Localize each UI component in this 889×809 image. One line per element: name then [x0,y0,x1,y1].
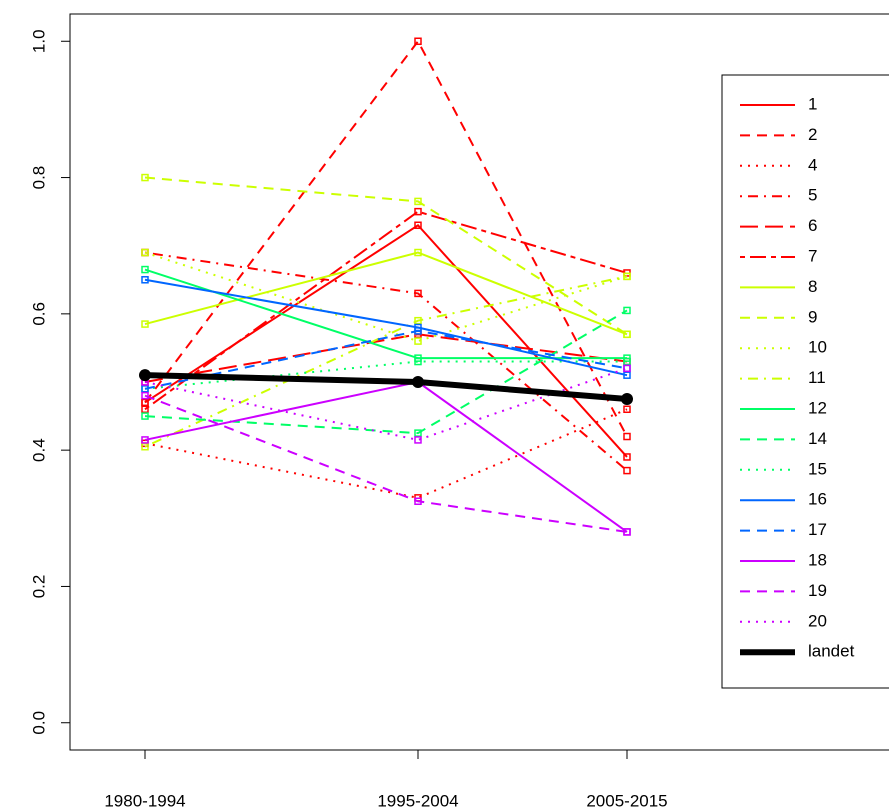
point [414,357,422,366]
y-tick-label: 0.0 [29,711,48,735]
legend-label: 5 [808,186,817,205]
legend-label: 7 [808,246,817,265]
point [414,289,422,298]
point [141,405,149,414]
point [414,436,422,444]
point [141,398,149,407]
point [141,248,149,257]
point [414,337,422,345]
point [623,306,631,315]
point [414,248,422,257]
point [412,376,424,388]
series-line [144,251,628,472]
point [141,385,149,393]
legend-label: 17 [808,520,827,539]
y-tick-label: 0.6 [29,302,48,326]
legend-label: 15 [808,459,827,478]
series-line [144,309,628,435]
legend-label: 2 [808,125,817,144]
legend-label: 12 [808,398,827,417]
point [623,364,631,373]
series-line [144,275,628,448]
point [623,528,631,536]
y-tick-label: 0.8 [29,166,48,190]
series-line [144,251,628,336]
series-line [144,394,628,533]
point [623,330,631,339]
legend-label: 11 [808,368,826,387]
point [621,393,633,406]
point [414,316,422,325]
point [141,412,149,420]
legend-box [721,74,889,689]
point [623,432,631,441]
series-line [144,329,628,390]
legend-label: 20 [808,611,827,630]
point [414,327,422,335]
point [139,369,151,382]
series-line [144,278,628,377]
x-tick-label: 2005-2015 [586,791,667,809]
x-tick-label: 1980-1994 [104,791,185,809]
point [414,429,422,437]
point [141,442,149,451]
series-line [144,268,627,360]
series-line [144,372,628,403]
legend-label: 8 [808,277,817,296]
series-line [144,176,628,336]
legend-label: 10 [808,338,827,357]
y-tick-label: 1.0 [29,29,48,53]
point [414,207,422,216]
point [141,265,149,274]
series-line [144,251,628,343]
point [623,466,631,475]
y-tick-label: 0.4 [29,438,48,462]
series-line [144,210,628,411]
point [414,37,422,46]
point [141,436,149,444]
legend-label: 1 [808,94,817,113]
point [414,497,422,506]
point [623,371,631,379]
legend-label: 14 [808,429,827,448]
x-tick-label: 1995-2004 [377,791,458,809]
legend-label: 4 [808,155,817,174]
plot-box [69,13,889,751]
legend-label: 6 [808,216,817,235]
legend-label: 16 [808,490,827,509]
point [414,221,422,230]
point [623,364,631,373]
legend-label: 9 [808,307,817,326]
point [141,276,149,284]
point [414,197,422,206]
legend-label: 18 [808,550,827,569]
point [623,272,631,281]
point [623,453,631,461]
y-tick-label: 0.2 [29,575,48,599]
point [623,405,631,414]
point [141,391,149,400]
point [623,357,631,366]
legend-label: landet [808,642,855,661]
legend-label: 19 [808,581,827,600]
point [141,320,149,328]
series-line [144,39,628,437]
point [141,173,149,182]
